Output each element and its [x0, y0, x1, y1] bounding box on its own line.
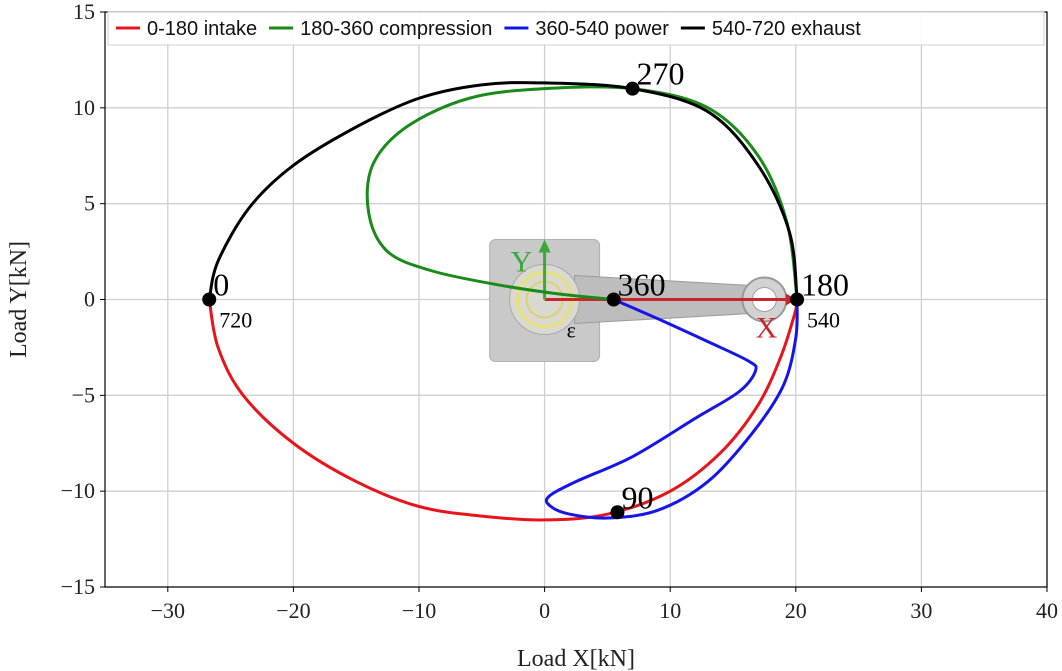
series-line-3 — [544, 298, 799, 520]
x-tick-label: 40 — [1036, 598, 1058, 623]
marker-label: 270 — [637, 56, 685, 92]
inset-y-arrowhead — [538, 239, 551, 253]
marker-label: 180 — [801, 267, 849, 303]
marker-point — [625, 81, 640, 96]
y-tick-label: −15 — [61, 574, 95, 599]
x-axis-title: Load X[kN] — [517, 646, 635, 671]
inset-angle-symbol: ε — [567, 318, 576, 343]
legend-entry-label: 180-360 compression — [300, 18, 492, 40]
y-tick-label: 10 — [73, 95, 95, 120]
marker-sub-label: 540 — [807, 308, 840, 333]
marker-label: 360 — [618, 267, 666, 303]
series-lines — [207, 81, 799, 522]
legend-box — [107, 11, 1045, 46]
series-line-1 — [207, 298, 799, 522]
marker-point — [606, 292, 621, 307]
x-tick-label: 20 — [785, 598, 807, 623]
legend-entry-label: 540-720 exhaust — [712, 18, 861, 40]
series-line-4 — [207, 81, 799, 301]
x-tick-label: −30 — [151, 598, 185, 623]
marker-label: 90 — [621, 479, 653, 515]
y-tick-label: 5 — [84, 191, 95, 216]
marker-point — [202, 292, 217, 307]
legend: 0-180 intake 180-360 compression 360-540 p… — [107, 11, 1045, 46]
inset-x-letter: X — [756, 312, 778, 345]
x-tick-label: 30 — [910, 598, 932, 623]
legend-entry-label: 0-180 intake — [147, 18, 257, 40]
y-tick-label: 0 — [84, 287, 95, 312]
axis-ticks: −30 −20 −10 0 10 20 30 40 −15 −10 −5 0 5 10 15 — [61, 0, 1058, 623]
y-tick-label: −5 — [72, 382, 95, 407]
marker-sub-label: 720 — [219, 308, 252, 333]
x-tick-label: −20 — [276, 598, 310, 623]
x-tick-label: 10 — [659, 598, 681, 623]
y-axis-title: Load Y[kN] — [6, 241, 32, 358]
crank-angle-markers: 0 720 90 180 540 270 360 — [202, 56, 849, 520]
legend-entry-label: 360-540 power — [535, 18, 669, 40]
x-tick-label: 0 — [539, 598, 550, 623]
marker-label: 0 — [213, 267, 229, 303]
series-line-2 — [365, 85, 799, 301]
marker-point — [790, 292, 805, 307]
y-tick-label: 15 — [73, 0, 95, 24]
y-tick-label: −10 — [61, 478, 95, 503]
marker-point — [610, 505, 625, 520]
conrod-inset-illustration: X Yε — [489, 239, 798, 362]
inset-y-letter: Y — [511, 246, 533, 279]
x-tick-label: −10 — [402, 598, 436, 623]
